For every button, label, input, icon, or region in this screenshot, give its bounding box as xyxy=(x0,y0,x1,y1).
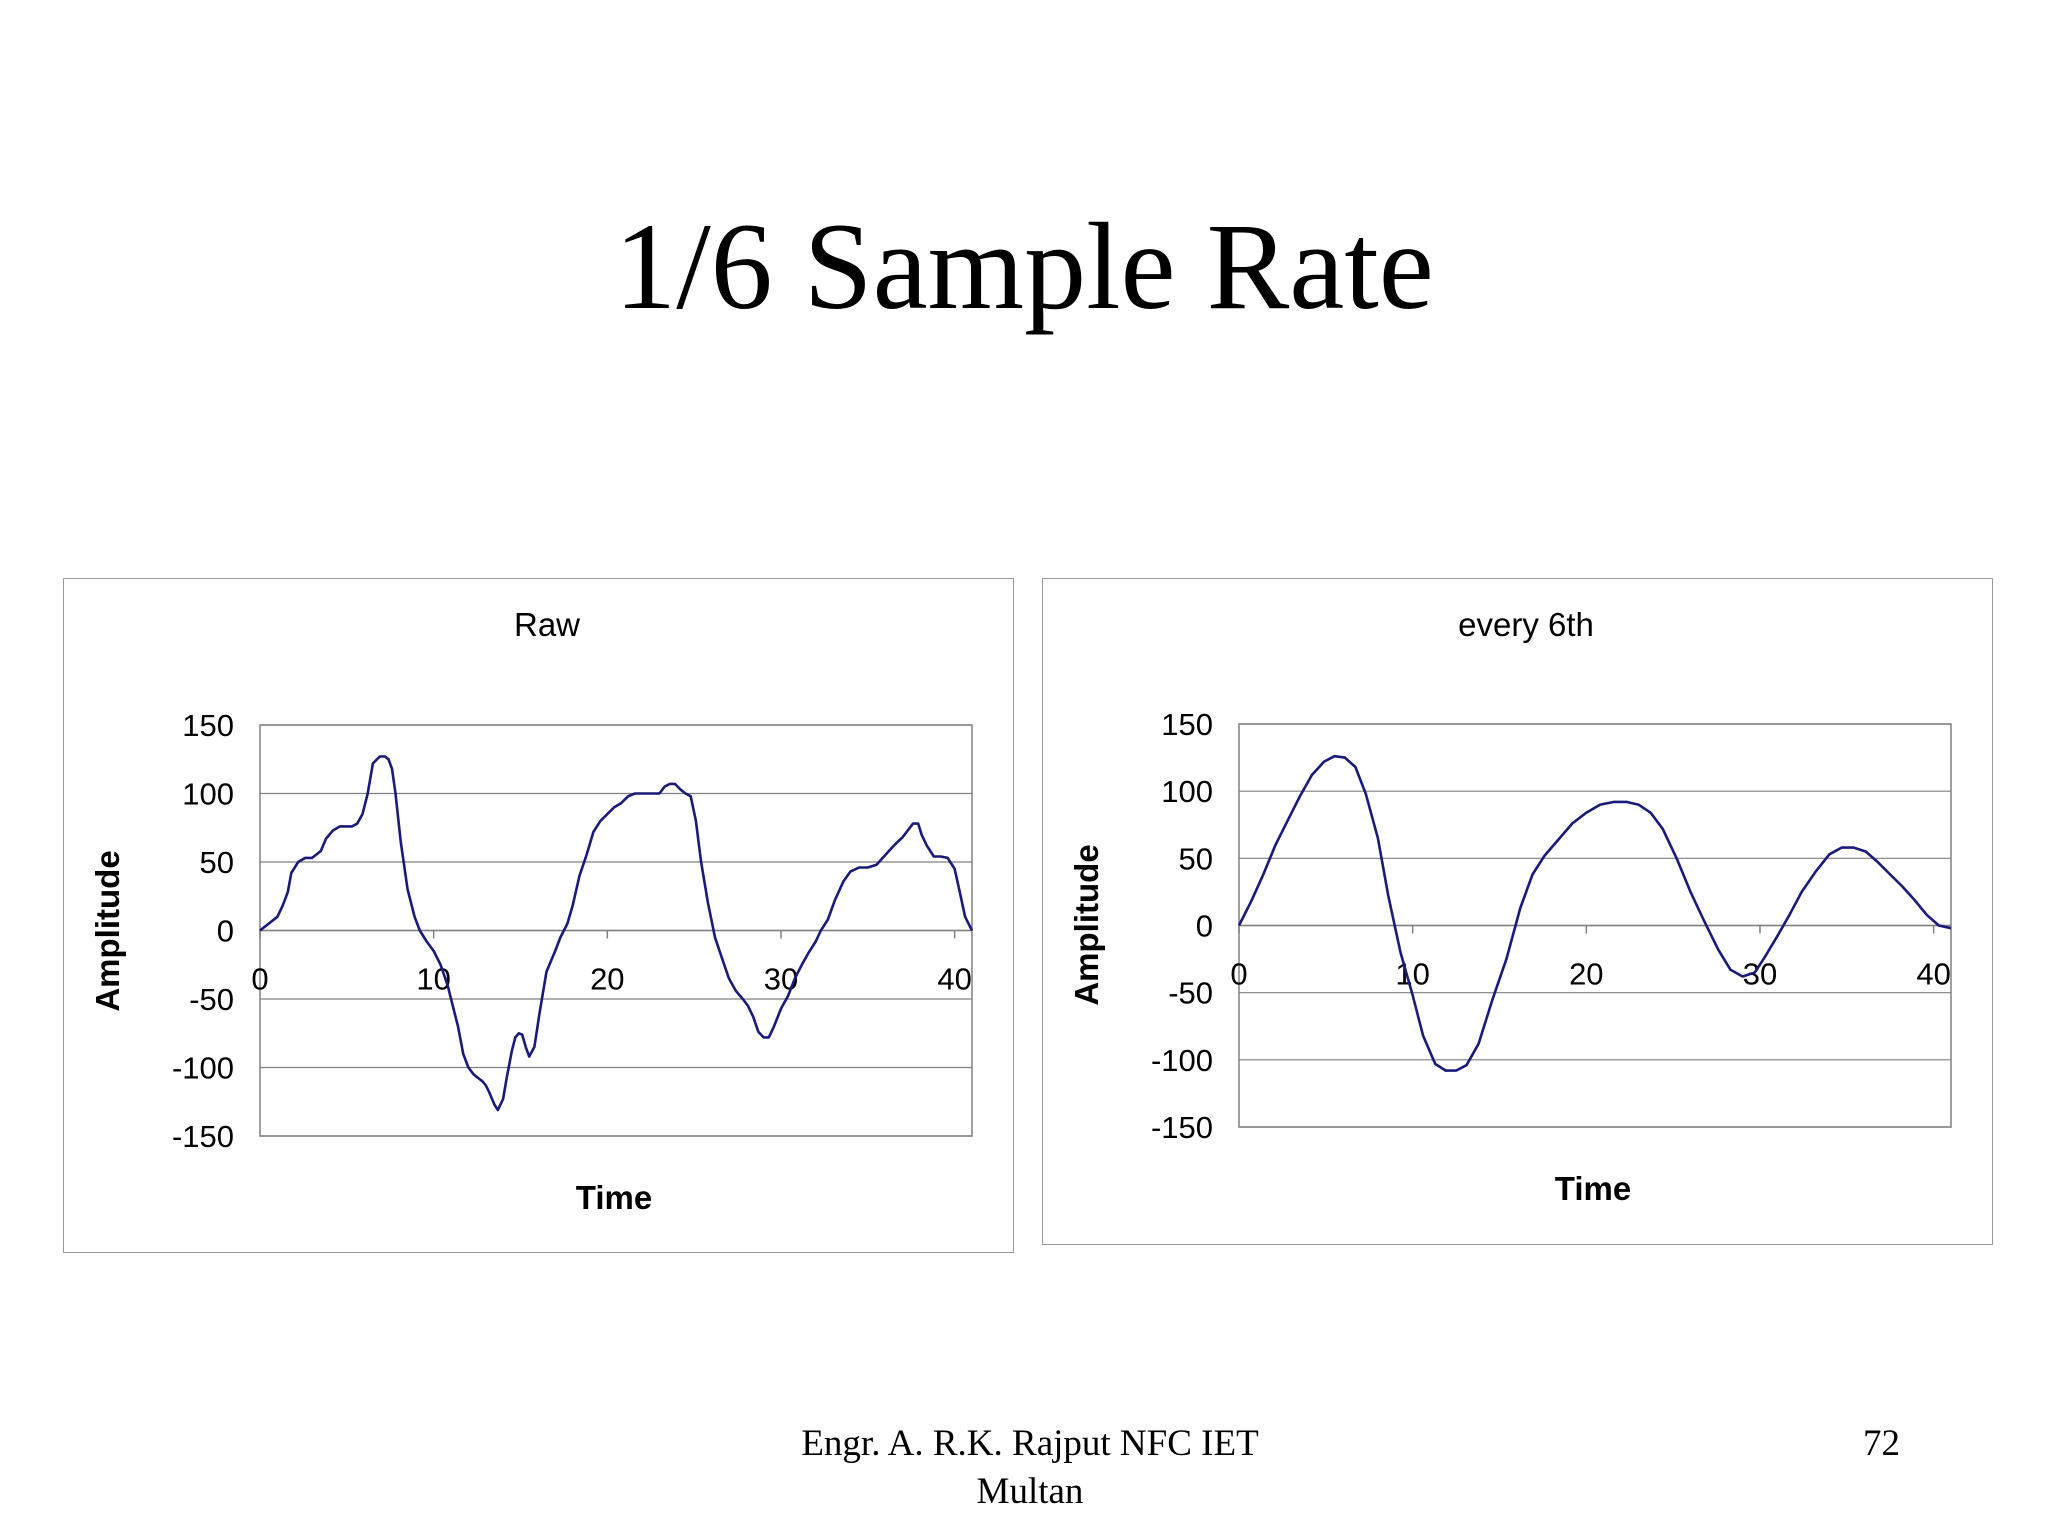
every6-chart-title: every 6th xyxy=(1458,606,1594,643)
raw-chart-title: Raw xyxy=(514,606,580,643)
footer-author-line2: Multan xyxy=(976,1471,1084,1512)
every6-y-tick-label: -50 xyxy=(1168,976,1213,1011)
every6-y-tick-label: 100 xyxy=(1161,774,1213,809)
footer-author: Engr. A. R.K. Rajput NFC IET Multan xyxy=(700,1420,1360,1516)
page-number: 72 xyxy=(1863,1423,1900,1464)
raw-y-tick-label: 150 xyxy=(182,708,234,743)
raw-series-line xyxy=(259,755,974,1112)
slide-title: 1/6 Sample Rate xyxy=(614,198,1434,335)
every6-y-tick-label: -100 xyxy=(1151,1043,1213,1078)
every6-x-tick-label: 0 xyxy=(1230,957,1247,992)
every6-y-tick-label: 0 xyxy=(1196,909,1213,944)
footer-author-line1: Engr. A. R.K. Rajput NFC IET xyxy=(801,1423,1259,1464)
every6-y-tick-label: -150 xyxy=(1151,1110,1213,1145)
every6-x-axis-label: Time xyxy=(1555,1170,1631,1207)
raw-x-axis-label: Time xyxy=(576,1179,652,1216)
raw-y-tick-label: 50 xyxy=(200,845,234,880)
raw-x-tick-label: 40 xyxy=(937,962,971,997)
raw-y-tick-label: 0 xyxy=(217,914,234,949)
raw-x-tick-label: 20 xyxy=(590,962,624,997)
every6-y-tick-label: 150 xyxy=(1161,707,1213,742)
every6-x-tick-label: 40 xyxy=(1916,957,1950,992)
raw-y-tick-label: -100 xyxy=(172,1051,234,1086)
raw-x-tick-label: 30 xyxy=(764,962,798,997)
raw-x-tick-label: 0 xyxy=(251,962,268,997)
every6-y-axis-label: Amplitude xyxy=(1068,844,1105,1005)
every6-x-tick-label: 10 xyxy=(1395,957,1429,992)
raw-y-tick-label: -50 xyxy=(189,982,234,1017)
raw-y-axis-label: Amplitude xyxy=(89,850,126,1011)
every6-y-tick-label: 50 xyxy=(1179,841,1213,876)
raw-y-tick-label: 100 xyxy=(182,777,234,812)
every6-series-line xyxy=(1237,754,1952,1072)
raw-chart: 150 100 50 0 -50 -100 -150 0 10 20 30 40 Raw Time Ampl… xyxy=(63,578,1014,1253)
raw-y-tick-label: -150 xyxy=(172,1119,234,1154)
every-6th-chart: 150 100 50 0 -50 -100 -150 0 10 20 30 40 every 6th Ti… xyxy=(1042,578,1993,1245)
every6-x-tick-label: 20 xyxy=(1569,957,1603,992)
